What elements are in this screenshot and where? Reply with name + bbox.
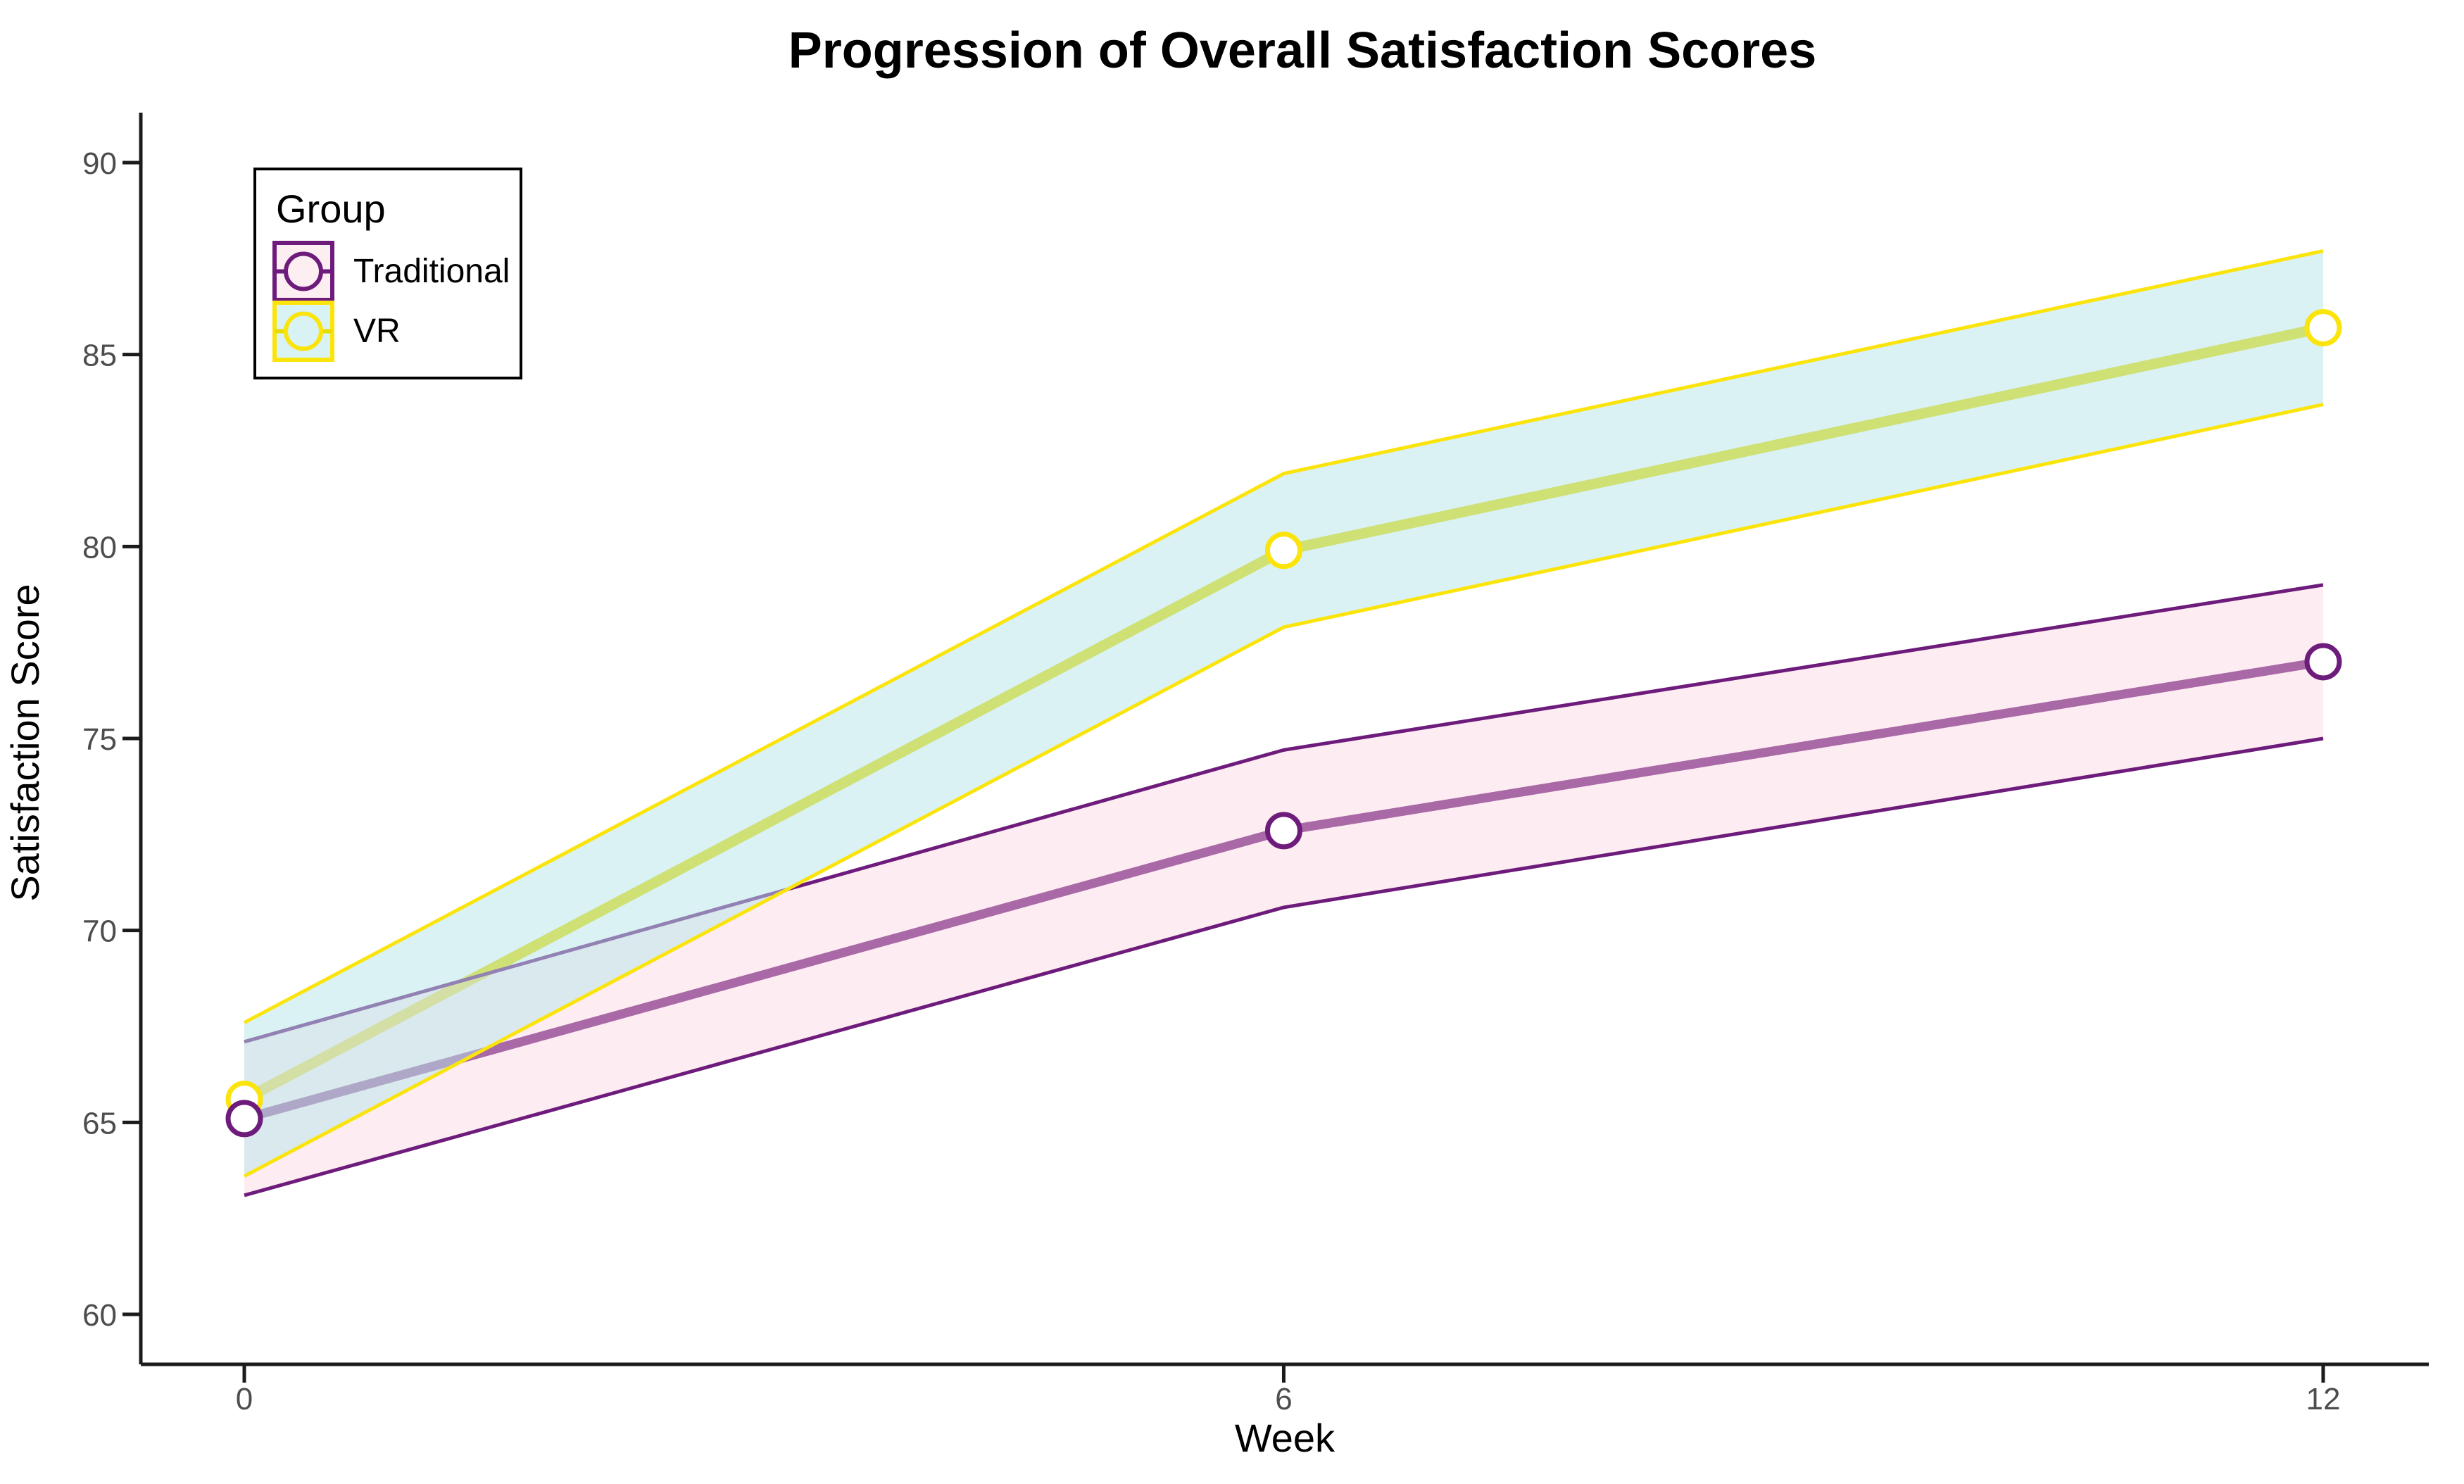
traditional-marker-week-6 bbox=[1264, 812, 1302, 850]
vr-ci-upper-edge bbox=[243, 249, 2324, 1024]
chart-title: Progression of Overall Satisfaction Scor… bbox=[788, 23, 1817, 79]
legend-key-marker-traditional bbox=[284, 251, 323, 291]
traditional-marker-week-0 bbox=[225, 1100, 263, 1138]
traditional-ci-lower-edge bbox=[244, 736, 2324, 1197]
x-axis-title: Week bbox=[1235, 1416, 1335, 1460]
y-tick-label-65: 65 bbox=[82, 1106, 117, 1140]
x-tick-label-0: 0 bbox=[236, 1382, 253, 1416]
y-tick-label-60: 60 bbox=[82, 1298, 117, 1333]
legend: Group Traditional VR bbox=[253, 168, 522, 379]
legend-title: Group bbox=[276, 187, 386, 231]
vr-ci-ribbon bbox=[244, 251, 2323, 1176]
vr-marker-week-6 bbox=[1264, 532, 1302, 570]
legend-keys bbox=[272, 241, 334, 362]
legend-key-marker-vr bbox=[284, 311, 323, 351]
y-tick-label-80: 80 bbox=[82, 530, 117, 565]
vr-marker-week-12 bbox=[2304, 309, 2342, 347]
y-axis-title: Satisfaction Score bbox=[3, 584, 47, 901]
legend-label-vr: VR bbox=[353, 313, 401, 350]
y-tick-label-70: 70 bbox=[82, 914, 117, 949]
vr-ci-lower-edge bbox=[243, 403, 2324, 1178]
legend-label-traditional: Traditional bbox=[353, 253, 510, 290]
y-tick-label-85: 85 bbox=[82, 339, 117, 373]
x-tick-label-12: 12 bbox=[2306, 1382, 2340, 1416]
x-tick-label-6: 6 bbox=[1275, 1382, 1292, 1416]
traditional-ci-ribbon bbox=[244, 584, 2323, 1195]
y-tick-label-90: 90 bbox=[82, 146, 117, 181]
traditional-marker-week-12 bbox=[2304, 643, 2342, 681]
y-tick-label-75: 75 bbox=[82, 722, 117, 757]
plot-area: 60 65 70 75 80 85 90 0 6 12 bbox=[82, 146, 2342, 1416]
